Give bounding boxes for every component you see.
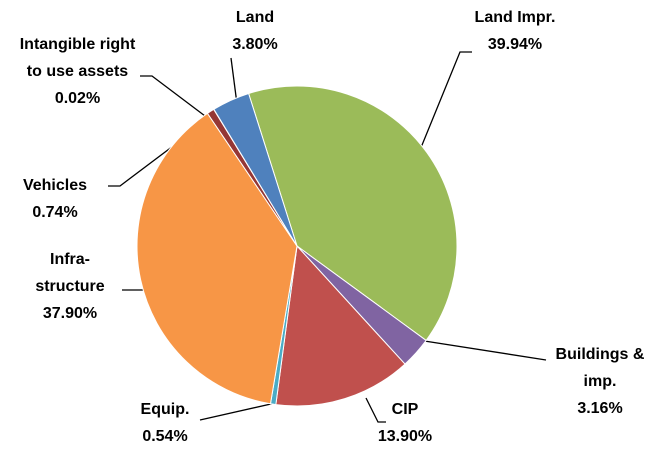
data-label: Intangible right to use assets 0.02%: [15, 31, 140, 112]
data-label: Vehicles 0.74%: [0, 172, 110, 226]
category-label: Buildings & imp.: [555, 346, 645, 390]
value-label: 37.90%: [42, 305, 98, 322]
leader-lines: [108, 51, 547, 423]
category-label: Infra-structure: [35, 251, 105, 295]
data-label: Infra-structure 37.90%: [20, 246, 120, 327]
value-label: 13.90%: [377, 428, 433, 445]
value-label: 0.02%: [54, 90, 101, 107]
pie-slice: [136, 112, 298, 405]
leader-line: [417, 339, 547, 361]
value-label: 0.74%: [32, 204, 78, 221]
leader-line: [419, 51, 472, 151]
leader-line: [365, 397, 386, 423]
value-label: 3.16%: [577, 400, 623, 417]
pie-slice: [213, 92, 298, 247]
data-label: Land Impr. 39.94%: [460, 4, 570, 58]
category-label: Equip.: [140, 401, 190, 418]
category-label: Land: [235, 9, 275, 26]
value-label: 39.94%: [487, 36, 543, 53]
leader-line: [140, 75, 214, 123]
data-label: Equip. 0.54%: [115, 396, 215, 450]
category-label: Vehicles: [22, 177, 88, 194]
category-label: Land Impr.: [474, 9, 556, 26]
category-label: Intangible right to use assets: [19, 36, 136, 80]
leader-line: [230, 57, 238, 105]
value-label: 3.80%: [232, 36, 278, 53]
data-label: Land 3.80%: [205, 4, 305, 58]
value-label: 0.54%: [142, 428, 188, 445]
data-label: CIP 13.90%: [355, 396, 455, 450]
pie-slice: [247, 85, 458, 342]
data-label: Buildings & imp. 3.16%: [540, 341, 660, 422]
category-label: CIP: [391, 401, 419, 418]
pie-slice: [275, 244, 406, 407]
